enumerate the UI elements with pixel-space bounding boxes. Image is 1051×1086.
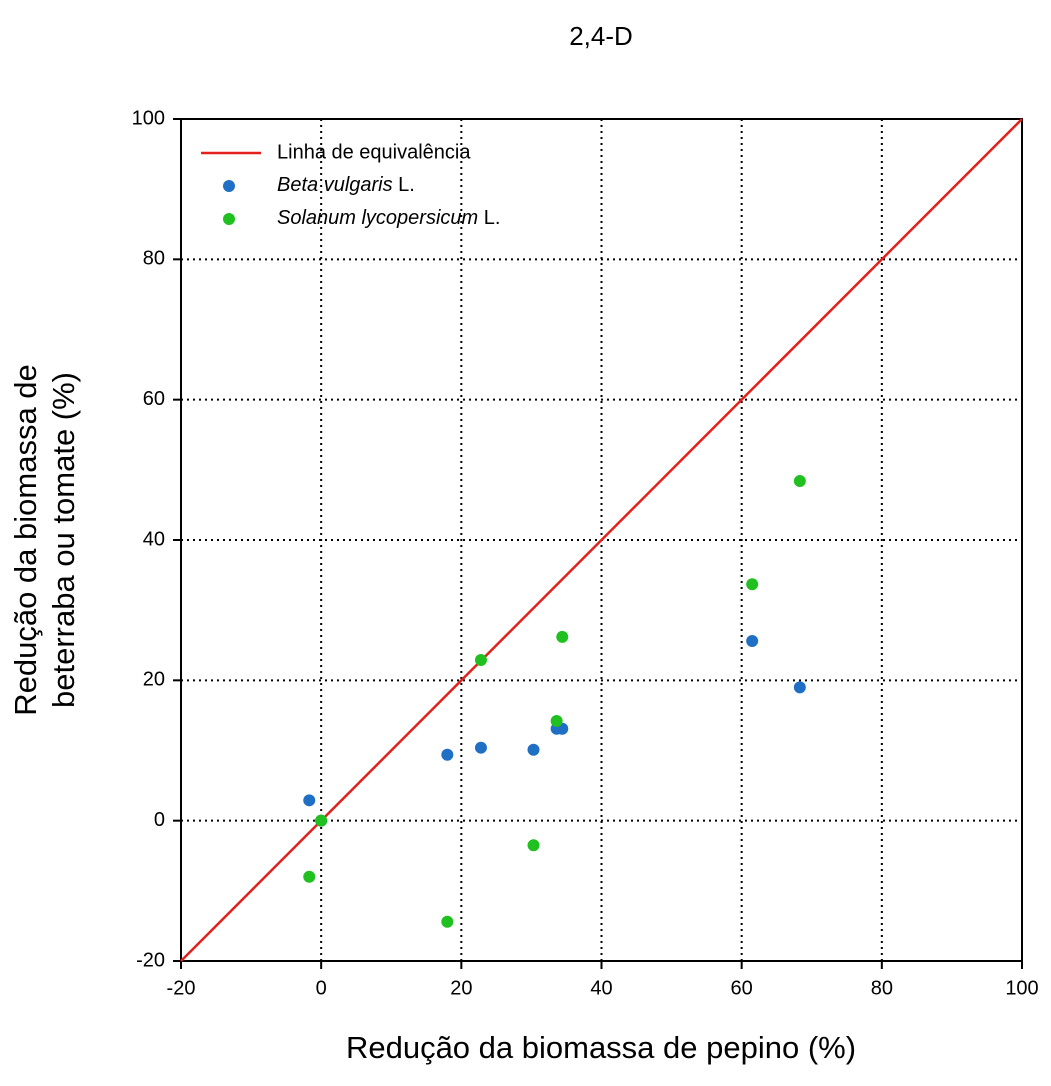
legend-label: Beta vulgaris L. xyxy=(277,174,415,196)
plot-frame xyxy=(180,118,1023,962)
x-tick-label: -20 xyxy=(167,977,196,999)
data-point xyxy=(746,578,759,591)
legend-marker xyxy=(223,180,235,192)
y-axis-title: Redução da biomassa de beterraba ou toma… xyxy=(8,364,81,716)
y-tick-label: 100 xyxy=(132,107,165,129)
y-tick-label: 80 xyxy=(143,248,165,270)
data-point xyxy=(527,743,540,756)
y-tick-label: 60 xyxy=(143,388,165,410)
data-point xyxy=(793,475,806,488)
x-tick-label: 40 xyxy=(590,977,612,999)
x-tick-label: 20 xyxy=(450,977,472,999)
data-point xyxy=(556,630,569,643)
data-point xyxy=(474,741,487,754)
y-tick-label: 0 xyxy=(154,809,165,831)
data-point xyxy=(746,635,759,648)
legend-label: Solanum lycopersicum L. xyxy=(277,207,500,229)
data-point xyxy=(793,681,806,694)
legend-marker xyxy=(223,213,235,225)
data-point xyxy=(441,915,454,928)
y-tick-label: 40 xyxy=(143,528,165,550)
data-point xyxy=(303,870,316,883)
data-point xyxy=(527,839,540,852)
x-tick-label: 100 xyxy=(1005,977,1038,999)
y-tick-label: -20 xyxy=(136,949,165,971)
y-tick-label: 20 xyxy=(143,669,165,691)
data-point xyxy=(315,814,328,827)
data-point xyxy=(474,653,487,666)
data-point xyxy=(441,748,454,761)
x-tick-label: 60 xyxy=(731,977,753,999)
x-axis-title: Redução da biomassa de pepino (%) xyxy=(346,1030,856,1065)
chart-title: 2,4-D xyxy=(569,21,633,51)
data-point xyxy=(550,715,563,728)
legend-label: Linha de equivalência xyxy=(277,141,471,163)
x-tick-label: 0 xyxy=(316,977,327,999)
y-axis-title-line: Redução da biomassa de xyxy=(8,364,43,716)
x-tick-label: 80 xyxy=(871,977,893,999)
y-axis-title-line: beterraba ou tomate (%) xyxy=(46,372,81,708)
data-point xyxy=(303,794,316,807)
